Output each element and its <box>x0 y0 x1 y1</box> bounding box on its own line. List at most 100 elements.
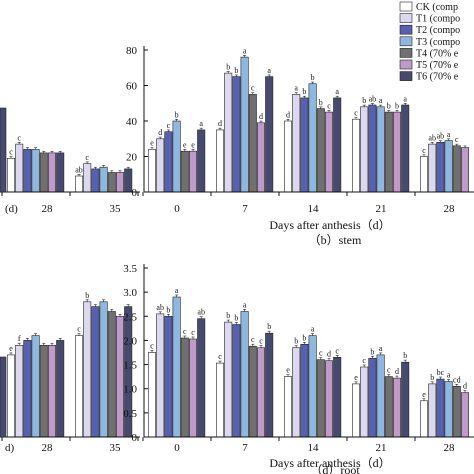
stem-bar <box>180 150 189 193</box>
stem-y-tick-label: 80 <box>126 45 138 57</box>
root-bar <box>248 345 257 438</box>
root-significance-label: c <box>251 335 255 344</box>
root-bar <box>401 361 410 438</box>
stem-bar <box>156 138 165 193</box>
stem-significance-label: b <box>319 98 323 107</box>
root-bar <box>316 359 325 438</box>
legend-entry: T5 (70% e <box>416 60 459 71</box>
stem-x-tick-label: 28 <box>444 203 456 215</box>
root-bar <box>172 296 181 438</box>
stem-bar <box>148 149 157 193</box>
stem-bar <box>333 97 342 193</box>
stem-bar <box>224 72 233 193</box>
left-bottom-bar <box>56 340 65 438</box>
left-bottom-bar <box>75 335 84 438</box>
root-bar <box>360 366 369 438</box>
stem-bar <box>392 111 401 193</box>
stem-bar <box>164 131 173 193</box>
stem-bar <box>189 150 198 193</box>
stem-significance-label: a <box>267 66 271 75</box>
left-bottom-bar <box>99 301 108 438</box>
root-significance-label: b <box>226 311 230 320</box>
left-bottom-x-tick-label: 35 <box>110 442 122 454</box>
stem-significance-label: ab <box>428 133 436 142</box>
root-bar <box>240 311 249 438</box>
left-top-significance-label: ab <box>75 165 83 174</box>
stem-bar <box>444 140 453 193</box>
left-top-bar <box>7 158 16 193</box>
left-bottom-significance-label: b <box>85 291 89 300</box>
stem-bar <box>292 94 301 193</box>
root-significance-label: bc <box>437 368 445 377</box>
left-top-significance-label: c <box>85 153 89 162</box>
root-bar <box>283 376 292 438</box>
legend-swatch <box>399 13 413 23</box>
left-top-bar <box>99 166 108 193</box>
stem-significance-label: ab <box>437 132 445 141</box>
left-top-significance-label: c <box>9 148 13 157</box>
root-bar <box>300 343 309 438</box>
root-y-tick-label: 1.0 <box>123 384 137 396</box>
stem-bar <box>384 111 393 193</box>
stem-bar <box>436 142 445 193</box>
left-bottom-bar <box>91 306 100 438</box>
stem-bar <box>232 76 241 193</box>
root-significance-label: c <box>218 352 222 361</box>
root-bar <box>164 315 173 438</box>
root-significance-label: a <box>379 344 383 353</box>
stem-significance-label: a <box>199 119 203 128</box>
left-top-bar <box>91 168 100 193</box>
left-bottom-x-tick-label: 28 <box>42 442 54 454</box>
stem-significance-label: a <box>447 130 451 139</box>
stem-bar <box>324 111 333 193</box>
root-significance-label: d <box>327 350 331 359</box>
root-significance-label: ab <box>156 303 164 312</box>
stem-significance-label: b <box>302 87 306 96</box>
stem-bar <box>300 97 309 193</box>
left-top-x-tick-label: 35 <box>110 203 122 215</box>
left-top-bar <box>56 152 65 193</box>
stem-bar <box>240 56 249 193</box>
left-bottom-significance-label: c <box>77 325 81 334</box>
root-bar <box>428 383 437 438</box>
root-y-tick-label: 1.5 <box>123 360 137 372</box>
root-significance-label: d <box>395 367 399 376</box>
root-y-tick-label: 0.5 <box>123 408 137 420</box>
left-bottom-bar <box>23 340 32 438</box>
root-significance-label: c <box>259 337 263 346</box>
root-x-axis-label: Days after anthesis（d） <box>269 456 390 470</box>
legend-entry: T1 (compo <box>416 14 460 25</box>
root-bar <box>324 360 333 438</box>
root-significance-label: a <box>447 370 451 379</box>
stem-significance-label: c <box>251 84 255 93</box>
stem-panel-label: （b）stem <box>309 233 362 247</box>
left-bottom-bar <box>107 311 116 438</box>
left-top-bar <box>23 149 32 193</box>
root-significance-label: b <box>166 305 170 314</box>
stem-significance-label: c <box>167 121 171 130</box>
root-x-tick-label: 7 <box>242 442 248 454</box>
legend-swatch <box>399 59 413 70</box>
root-significance-label: b <box>234 313 238 322</box>
stem-significance-label: b <box>362 96 366 105</box>
root-x-tick-label: 21 <box>376 442 387 454</box>
left-top-bar <box>47 152 56 193</box>
stem-significance-label: d <box>158 128 162 137</box>
root-significance-label: b <box>294 337 298 346</box>
stem-bar <box>248 94 257 193</box>
root-y-tick-label: 3.0 <box>123 287 137 299</box>
stem-significance-label: ab <box>369 94 377 103</box>
stem-bar <box>308 83 317 193</box>
root-significance-label: b <box>430 373 434 382</box>
root-significance-label: b <box>370 347 374 356</box>
stem-bar <box>351 118 360 193</box>
legend-swatch <box>399 71 413 81</box>
stem-x-tick-label: 0 <box>174 203 180 215</box>
stem-significance-label: d <box>218 119 222 128</box>
root-x-tick-label: 14 <box>308 442 320 454</box>
stem-bar <box>428 143 437 193</box>
stem-bar <box>368 104 377 193</box>
left-bottom-bar <box>7 354 16 438</box>
legend-entry: T3 (compo <box>416 37 460 48</box>
root-x-tick-label: 0 <box>174 442 180 454</box>
